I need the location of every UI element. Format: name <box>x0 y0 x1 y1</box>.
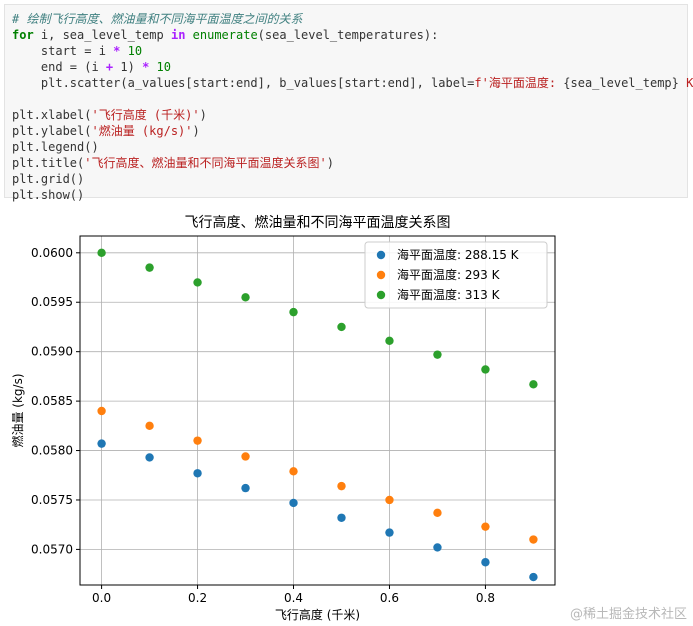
code-blank-line <box>12 91 693 107</box>
y-tick-label: 0.0570 <box>31 542 73 556</box>
legend-label-2: 海平面温度: 313 K <box>397 287 501 302</box>
y-tick-label: 0.0580 <box>31 444 73 458</box>
data-point-series-2 <box>289 307 298 317</box>
data-point-series-0 <box>97 439 106 448</box>
data-point-series-2 <box>241 293 250 302</box>
code-line-show: plt.show() <box>12 187 693 203</box>
code-end-mid: 1) <box>113 60 143 74</box>
code-for-vars: i, sea_level_temp <box>33 28 171 42</box>
x-tick-label: 0.0 <box>92 591 111 605</box>
data-point-series-0 <box>529 572 538 582</box>
data-point-series-0 <box>337 513 346 522</box>
y-tick-label: 0.0595 <box>31 295 73 309</box>
code-grid: plt.grid() <box>12 172 85 186</box>
code-xlabel-string: '飞行高度 (千米)' <box>91 108 200 122</box>
y-tick-label: 0.0590 <box>31 345 73 359</box>
code-title-close: ) <box>326 156 334 170</box>
code-line-for: for i, sea_level_temp in enumerate(sea_l… <box>12 27 693 43</box>
data-point-series-1 <box>97 406 106 416</box>
code-line-legend: plt.legend() <box>12 139 693 155</box>
data-point-series-2 <box>385 336 394 345</box>
legend-marker-1 <box>376 270 386 280</box>
data-point-series-1 <box>193 436 202 445</box>
data-point-series-2 <box>337 322 346 332</box>
legend-label-1: 海平面温度: 293 K <box>397 267 501 282</box>
data-point-series-1 <box>145 421 154 431</box>
code-comment: # 绘制飞行高度、燃油量和不同海平面温度之间的关系 <box>12 12 303 26</box>
legend-box <box>364 241 548 309</box>
code-xlabel-prefix: plt.xlabel( <box>12 108 92 122</box>
data-point-series-0 <box>481 558 490 567</box>
code-show: plt.show() <box>12 188 85 202</box>
code-start-prefix: start = i <box>12 44 114 58</box>
legend-marker-2 <box>376 290 386 300</box>
data-point-series-2 <box>529 380 538 389</box>
data-point-series-0 <box>385 528 394 537</box>
code-line-xlabel: plt.xlabel('飞行高度 (千米)') <box>12 107 693 123</box>
data-point-series-0 <box>433 543 442 552</box>
code-block: # 绘制飞行高度、燃油量和不同海平面温度之间的关系 for i, sea_leve… <box>12 11 693 203</box>
code-line-comment: # 绘制飞行高度、燃油量和不同海平面温度之间的关系 <box>12 11 693 27</box>
code-title-prefix: plt.title( <box>12 156 85 170</box>
code-ylabel-prefix: plt.ylabel( <box>12 124 92 138</box>
watermark: @稀土掘金技术社区 <box>569 607 687 622</box>
data-point-series-2 <box>97 248 106 258</box>
code-line-ylabel: plt.ylabel('燃油量 (kg/s)') <box>12 123 693 139</box>
data-point-series-1 <box>385 495 394 505</box>
code-start-op: * <box>113 44 121 58</box>
code-enumerate: enumerate <box>185 28 258 42</box>
data-point-series-1 <box>337 481 346 491</box>
code-scatter-fstring: f'海平面温度: <box>474 76 564 90</box>
code-line-grid: plt.grid() <box>12 171 693 187</box>
code-ylabel-string: '燃油量 (kg/s)' <box>91 124 193 138</box>
data-point-series-1 <box>289 467 298 476</box>
data-point-series-0 <box>241 483 250 493</box>
y-axis-label: 燃油量 (kg/s) <box>10 373 25 447</box>
data-point-series-0 <box>145 453 154 462</box>
code-scatter-prefix: plt.scatter(a_values[start:end], b_value… <box>12 76 475 90</box>
plot-frame <box>79 235 556 586</box>
code-line-scatter: plt.scatter(a_values[start:end], b_value… <box>12 75 693 91</box>
legend-label-0: 海平面温度: 288.15 K <box>397 247 520 262</box>
data-point-series-1 <box>481 522 490 531</box>
code-keyword-for: for <box>12 28 34 42</box>
legend-marker-0 <box>376 250 386 260</box>
code-cell[interactable]: # 绘制飞行高度、燃油量和不同海平面温度之间的关系 for i, sea_leve… <box>4 4 693 202</box>
x-axis-label: 飞行高度 (千米) <box>275 607 360 622</box>
code-scatter-string-end: K' <box>686 76 693 90</box>
x-tick-label: 0.6 <box>380 591 399 605</box>
code-scatter-var: {sea_level_temp} <box>563 76 679 90</box>
code-title-string: '飞行高度、燃油量和不同海平面温度关系图' <box>84 156 327 170</box>
code-for-rest: (sea_level_temperatures): <box>257 28 439 42</box>
data-point-series-2 <box>481 365 490 374</box>
data-point-series-1 <box>529 535 538 544</box>
code-legend: plt.legend() <box>12 140 99 154</box>
x-tick-label: 0.2 <box>188 591 207 605</box>
code-start-num: 10 <box>120 44 143 58</box>
scatter-chart: 0.0 0.2 0.4 0.6 0.8 0.0570 0.0575 0.0580 0.0585 0… <box>10 214 556 622</box>
data-point-series-1 <box>433 508 442 518</box>
code-end-op1: + <box>105 60 114 74</box>
data-point-series-0 <box>193 469 202 478</box>
data-point-series-1 <box>241 452 250 461</box>
data-point-series-2 <box>193 278 202 287</box>
y-tick-label: 0.0585 <box>31 394 73 408</box>
code-keyword-in: in <box>170 28 186 42</box>
code-line-start: start = i * 10 <box>12 43 693 59</box>
code-line-end: end = (i + 1) * 10 <box>12 59 693 75</box>
data-point-series-2 <box>145 263 154 272</box>
y-tick-label: 0.0575 <box>31 493 73 507</box>
code-ylabel-close: ) <box>192 124 200 138</box>
code-end-prefix: end = (i <box>12 60 106 74</box>
code-line-title: plt.title('飞行高度、燃油量和不同海平面温度关系图') <box>12 155 693 171</box>
x-tick-label: 0.4 <box>284 591 303 605</box>
code-end-op2: * <box>142 60 150 74</box>
x-tick-label: 0.8 <box>476 591 495 605</box>
code-xlabel-close: ) <box>199 108 207 122</box>
y-tick-label: 0.0600 <box>31 246 73 260</box>
code-end-num: 10 <box>149 60 171 74</box>
chart-title: 飞行高度、燃油量和不同海平面温度关系图 <box>185 214 451 231</box>
data-point-series-0 <box>289 498 298 508</box>
data-point-series-2 <box>433 350 442 359</box>
